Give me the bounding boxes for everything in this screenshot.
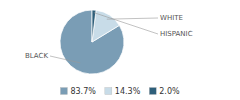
leader-line xyxy=(50,56,80,63)
leader-line xyxy=(107,18,158,19)
pie-slice xyxy=(92,10,119,42)
legend-swatch xyxy=(60,88,67,95)
pie-slice xyxy=(92,10,96,42)
legend-swatch xyxy=(105,88,112,95)
legend-label: 14.3% xyxy=(115,87,141,96)
slice-label: BLACK xyxy=(25,52,48,60)
legend-item: 83.7% xyxy=(60,87,96,96)
annotations: BLACK WHITE HISPANIC xyxy=(25,13,193,63)
chart: BLACK WHITE HISPANIC 83.7% 14.3% 2.0% xyxy=(0,0,240,100)
legend-label: 2.0% xyxy=(159,87,180,96)
leader-line xyxy=(94,13,158,34)
legend-label: 83.7% xyxy=(70,87,96,96)
legend-swatch xyxy=(149,88,156,95)
legend-item: 14.3% xyxy=(105,87,141,96)
slice-label: WHITE xyxy=(160,14,183,22)
legend: 83.7% 14.3% 2.0% xyxy=(60,87,180,96)
legend-item: 2.0% xyxy=(149,87,180,96)
slice-label: HISPANIC xyxy=(160,30,193,38)
